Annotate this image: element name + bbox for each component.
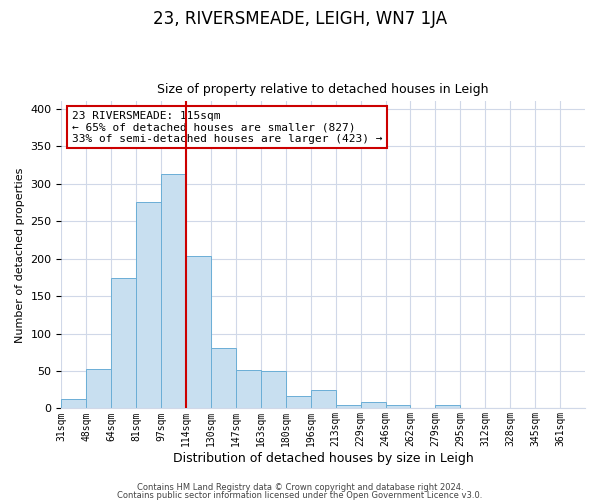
Bar: [161, 174, 186, 408]
Bar: [186, 256, 211, 408]
Bar: [286, 396, 311, 408]
Bar: [136, 202, 161, 408]
Text: 23, RIVERSMEADE, LEIGH, WN7 1JA: 23, RIVERSMEADE, LEIGH, WN7 1JA: [153, 10, 447, 28]
Bar: [335, 404, 361, 408]
Text: 23 RIVERSMEADE: 115sqm
← 65% of detached houses are smaller (827)
33% of semi-de: 23 RIVERSMEADE: 115sqm ← 65% of detached…: [72, 110, 382, 144]
Bar: [436, 404, 460, 408]
Bar: [311, 390, 335, 408]
Title: Size of property relative to detached houses in Leigh: Size of property relative to detached ho…: [157, 83, 489, 96]
Bar: [236, 370, 261, 408]
Y-axis label: Number of detached properties: Number of detached properties: [15, 167, 25, 342]
Text: Contains public sector information licensed under the Open Government Licence v3: Contains public sector information licen…: [118, 490, 482, 500]
Bar: [86, 368, 111, 408]
Bar: [361, 402, 386, 408]
Bar: [61, 398, 86, 408]
Text: Contains HM Land Registry data © Crown copyright and database right 2024.: Contains HM Land Registry data © Crown c…: [137, 484, 463, 492]
X-axis label: Distribution of detached houses by size in Leigh: Distribution of detached houses by size …: [173, 452, 473, 465]
Bar: [111, 278, 136, 408]
Bar: [261, 371, 286, 408]
Bar: [386, 404, 410, 408]
Bar: [211, 348, 236, 408]
